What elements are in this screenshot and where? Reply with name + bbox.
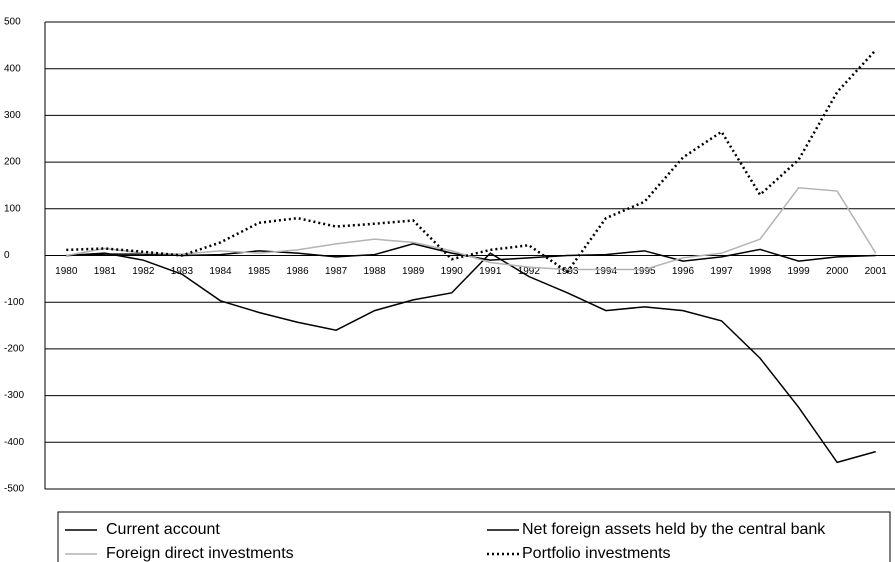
- x-tick-label: 1996: [672, 266, 695, 277]
- x-tick-label: 1989: [402, 266, 425, 277]
- x-tick-label: 1985: [248, 266, 271, 277]
- y-tick-label: -100: [4, 297, 24, 308]
- series-line: [66, 252, 876, 464]
- series-line: [66, 49, 877, 274]
- x-tick-label: 2001: [865, 266, 888, 277]
- y-tick-label: 500: [4, 17, 21, 28]
- series-line: [66, 187, 877, 271]
- x-tick-label: 1997: [710, 266, 733, 277]
- y-tick-label: -500: [4, 484, 24, 495]
- legend-label: Net foreign assets held by the central b…: [522, 521, 826, 538]
- y-tick-label: 300: [4, 110, 21, 121]
- legend-label: Portfolio investments: [522, 545, 671, 562]
- legend-box: [57, 511, 891, 562]
- y-tick-label: 100: [4, 203, 21, 214]
- x-tick-label: 1988: [364, 266, 387, 277]
- x-tick-label: 1980: [55, 266, 78, 277]
- x-tick-label: 1998: [749, 266, 772, 277]
- x-tick-label: 1983: [171, 266, 194, 277]
- x-tick-label: 1990: [441, 266, 464, 277]
- x-tick-label: 1982: [132, 266, 155, 277]
- y-tick-label: -200: [4, 344, 24, 355]
- x-tick-label: 1984: [209, 266, 232, 277]
- x-tick-label: 1981: [94, 266, 117, 277]
- x-tick-label: 2000: [826, 266, 849, 277]
- legend-label: Current account: [106, 521, 220, 538]
- x-tick-label: 1999: [788, 266, 811, 277]
- y-tick-label: -400: [4, 437, 24, 448]
- legend-label: Foreign direct investments: [106, 545, 294, 562]
- y-tick-label: 0: [4, 250, 10, 261]
- x-tick-label: 1992: [518, 266, 541, 277]
- series-line: [66, 243, 876, 262]
- x-tick-label: 1995: [633, 266, 656, 277]
- x-tick-label: 1994: [595, 266, 618, 277]
- y-tick-label: -300: [4, 390, 24, 401]
- x-tick-label: 1991: [479, 266, 502, 277]
- x-tick-label: 1986: [286, 266, 309, 277]
- y-tick-label: 200: [4, 157, 21, 168]
- y-tick-label: 400: [4, 63, 21, 74]
- x-tick-label: 1987: [325, 266, 348, 277]
